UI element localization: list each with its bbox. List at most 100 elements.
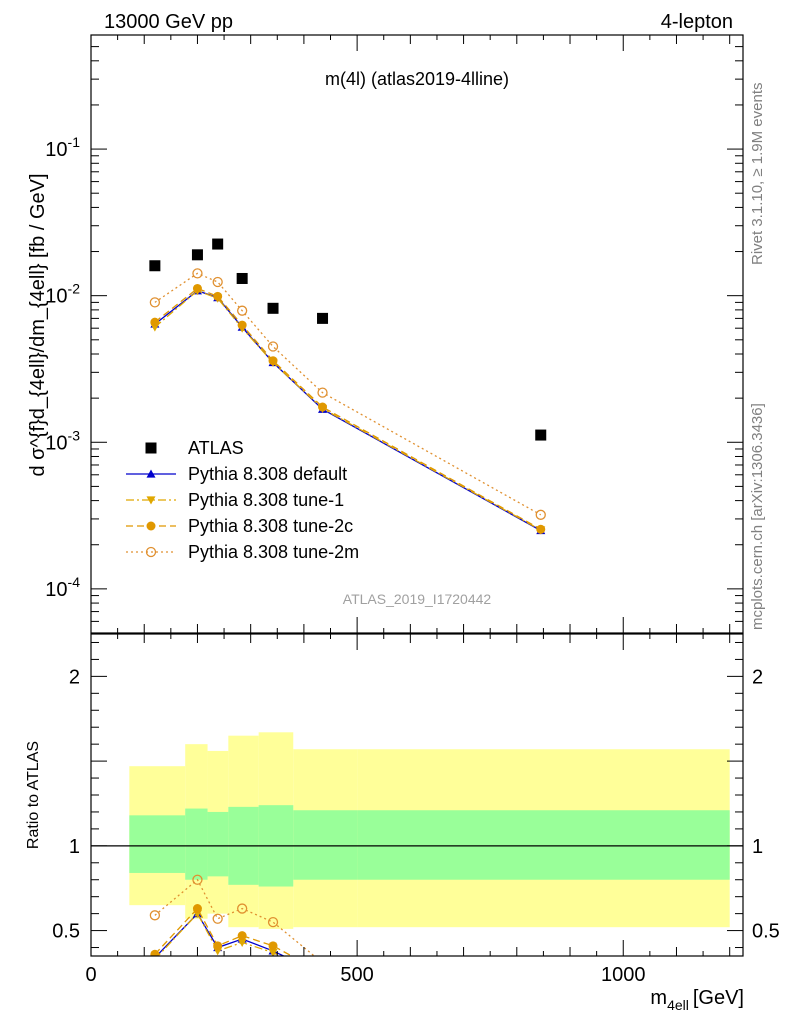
- header-left: 13000 GeV pp: [104, 11, 233, 33]
- ratio-band-inner: [129, 815, 186, 873]
- legend-label: Pythia 8.308 default: [188, 464, 347, 484]
- ratio-point: [237, 931, 247, 941]
- ratio-point: [536, 974, 545, 982]
- y-tick-label: 10-1: [45, 134, 80, 161]
- data-point: [213, 291, 223, 301]
- ratio-line: [154, 878, 316, 956]
- ratio-series-4: [149, 874, 545, 971]
- data-point: [237, 305, 248, 316]
- ratio-point: [213, 941, 223, 951]
- ratio-tick-label-left: 0.5: [52, 921, 80, 943]
- data-point: [267, 302, 279, 314]
- legend-entry-0: ATLAS: [145, 438, 244, 458]
- data-point: [236, 272, 248, 284]
- data-point: [192, 268, 203, 279]
- ratio-point: [536, 972, 545, 981]
- data-point: [237, 320, 247, 330]
- data-point: [192, 283, 202, 293]
- data-point: [212, 238, 224, 250]
- mcplots-label: mcplots.cern.ch [arXiv:1306.3436]: [749, 403, 766, 630]
- legend-label: Pythia 8.308 tune-1: [188, 490, 344, 510]
- ratio-point: [267, 916, 279, 928]
- series-4: [149, 268, 546, 520]
- legend-label: ATLAS: [188, 438, 244, 458]
- legend-entry-3: Pythia 8.308 tune-2c: [126, 516, 353, 536]
- x-axis-label-sub: 4ell: [667, 997, 689, 1013]
- y-tick-label: 10-4: [45, 574, 80, 601]
- legend-marker: [145, 546, 157, 558]
- rivet-label: Rivet 3.1.10, ≥ 1.9M events: [749, 83, 766, 266]
- legend-marker: [146, 521, 156, 531]
- ratio-tick-label-right: 2: [752, 666, 763, 688]
- data-point: [536, 524, 546, 534]
- header-right: 4-lepton: [661, 11, 733, 33]
- ratio-uncertainty-bands: [129, 732, 730, 929]
- x-tick-label: 0: [85, 964, 96, 986]
- series-0: [149, 238, 547, 441]
- x-tick-label: 1000: [601, 964, 646, 986]
- ratio-y-axis-label: Ratio to ATLAS: [25, 741, 42, 849]
- data-point: [149, 260, 161, 272]
- ratio-point: [237, 903, 248, 914]
- axes-ticks: 0 500 1000 10-4 10-3 10-2 10-1 0.5 0.5 1 1 2 2: [45, 35, 780, 986]
- ratio-curves: [149, 874, 545, 982]
- ratio-point: [268, 949, 278, 956]
- data-point: [535, 429, 547, 441]
- data-point: [268, 356, 278, 366]
- ratio-point: [149, 910, 161, 921]
- reference-label: ATLAS_2019_I1720442: [343, 591, 492, 607]
- data-point: [317, 312, 329, 324]
- main-panel-frame: [90, 34, 744, 634]
- ratio-band-inner: [293, 810, 358, 880]
- ratio-tick-label-right: 1: [752, 836, 763, 858]
- ratio-point: [212, 913, 223, 924]
- main-curves: [149, 238, 547, 535]
- ratio-point: [237, 938, 247, 947]
- legend-entry-4: Pythia 8.308 tune-2m: [126, 542, 359, 562]
- y-tick-label: 10-2: [45, 281, 80, 308]
- ratio-point: [318, 958, 327, 967]
- ratio-tick-label-right: 0.5: [752, 921, 780, 943]
- data-point: [191, 249, 203, 261]
- x-axis-label-main: m: [650, 987, 667, 1009]
- series-3: [150, 283, 546, 534]
- data-point: [535, 509, 546, 520]
- data-point: [212, 276, 223, 288]
- ratio-point: [150, 949, 160, 956]
- ratio-point: [536, 974, 545, 982]
- ratio-point: [318, 971, 327, 979]
- y-tick-label: 10-3: [45, 427, 80, 454]
- x-axis-label: m4ell [GeV]: [650, 987, 744, 1013]
- y-axis-label-text: d σ^{f}d_{4ell}/dm_{4ell} [fb / GeV]: [27, 173, 49, 476]
- ratio-band-inner: [207, 811, 229, 877]
- ratio-series-3: [150, 904, 545, 981]
- x-axis-label-unit: [GeV]: [693, 987, 744, 1009]
- legend-label: Pythia 8.308 tune-2c: [188, 516, 353, 536]
- legend-marker: [146, 469, 156, 478]
- ratio-point: [318, 968, 327, 977]
- ratio-point: [192, 904, 202, 914]
- ratio-point: [268, 941, 278, 951]
- legend: ATLAS Pythia 8.308 default Pythia 8.308 tu…: [126, 438, 359, 562]
- ratio-point: [536, 962, 545, 971]
- ratio-band-inner: [185, 808, 208, 880]
- data-point: [267, 341, 279, 352]
- legend-marker: [145, 442, 157, 454]
- data-point: [149, 297, 161, 308]
- data-point: [317, 387, 328, 398]
- y-axis-label: d σ^{f}d_{4ell}/dm_{4ell} [fb / GeV]: [27, 173, 49, 476]
- data-point: [318, 402, 328, 412]
- ratio-tick-label-left: 2: [69, 666, 80, 688]
- ratio-point: [318, 970, 327, 978]
- x-tick-label: 500: [340, 964, 373, 986]
- ratio-tick-label-left: 1: [69, 836, 80, 858]
- ratio-point: [192, 874, 203, 885]
- legend-entry-1: Pythia 8.308 default: [126, 464, 347, 484]
- legend-label: Pythia 8.308 tune-2m: [188, 542, 359, 562]
- ratio-point: [150, 955, 160, 956]
- ratio-band-inner: [357, 810, 730, 880]
- plot-title: m(4l) (atlas2019-4lline): [325, 69, 509, 89]
- series-line: [154, 272, 542, 516]
